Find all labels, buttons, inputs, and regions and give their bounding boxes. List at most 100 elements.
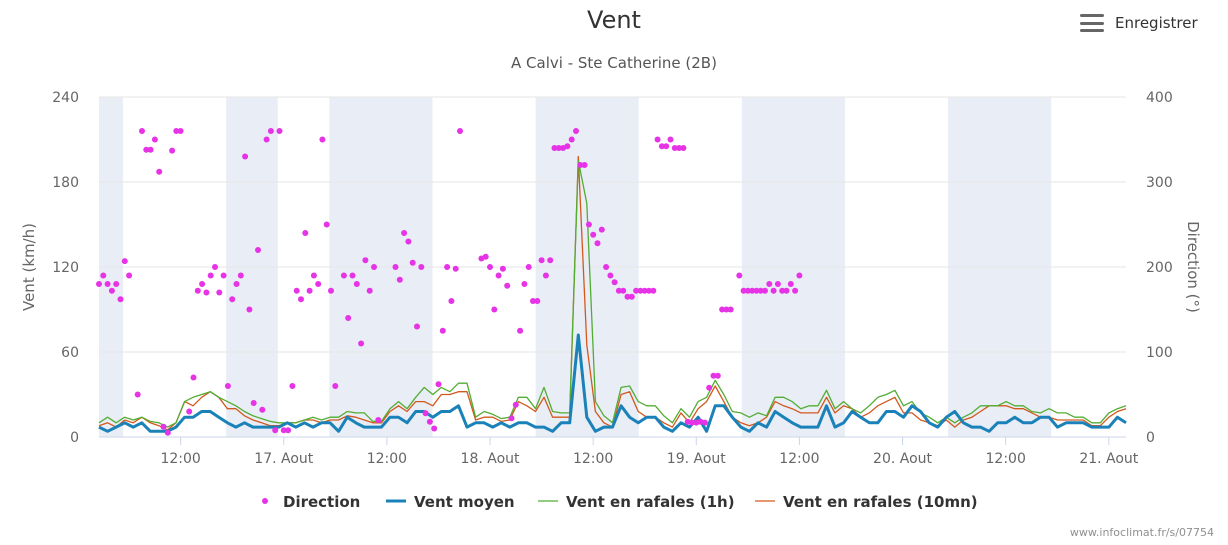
direction-point bbox=[328, 287, 334, 294]
direction-point bbox=[796, 272, 803, 279]
direction-point bbox=[525, 264, 532, 270]
direction-point bbox=[108, 287, 115, 294]
chart-title: Vent bbox=[587, 6, 641, 34]
direction-point bbox=[310, 272, 317, 279]
series-line-vent-moyen bbox=[98, 333, 1127, 433]
legend-item-direction[interactable]: Direction bbox=[262, 493, 360, 511]
direction-point bbox=[637, 287, 644, 294]
direction-point bbox=[431, 425, 438, 432]
direction-point bbox=[353, 281, 360, 287]
direction-point bbox=[568, 136, 575, 143]
direction-point bbox=[495, 272, 502, 279]
direction-point bbox=[491, 306, 498, 313]
direction-point bbox=[581, 162, 588, 168]
direction-point bbox=[117, 296, 124, 303]
direction-point bbox=[779, 287, 786, 294]
direction-point bbox=[435, 381, 442, 388]
direction-point bbox=[787, 281, 794, 287]
direction-point bbox=[212, 264, 218, 270]
direction-point bbox=[323, 221, 330, 228]
legend-item-vent-moyen[interactable]: Vent moyen bbox=[386, 493, 515, 511]
direction-point bbox=[766, 281, 773, 287]
chart-subtitle: A Calvi - Ste Catherine (2B) bbox=[511, 54, 717, 72]
direction-point bbox=[151, 136, 158, 143]
y-right-tick-label: 300 bbox=[1146, 175, 1173, 191]
direction-point bbox=[736, 272, 743, 279]
direction-point bbox=[628, 293, 635, 300]
direction-point bbox=[701, 419, 708, 426]
direction-point bbox=[366, 287, 373, 294]
direction-point bbox=[749, 287, 756, 294]
legend-label: Vent moyen bbox=[414, 493, 515, 511]
direction-point bbox=[362, 257, 369, 264]
legend-item-vent-en-rafales-10mn[interactable]: Vent en rafales (10mn) bbox=[755, 493, 978, 511]
direction-point bbox=[517, 327, 524, 334]
y-left-axis-title: Vent (km/h) bbox=[20, 223, 38, 311]
direction-point bbox=[689, 419, 695, 426]
series-lines bbox=[98, 155, 1127, 433]
direction-point bbox=[259, 406, 266, 413]
direction-point bbox=[504, 282, 511, 289]
legend-item-vent-en-rafales-1h[interactable]: Vent en rafales (1h) bbox=[538, 493, 735, 511]
direction-point bbox=[457, 128, 463, 134]
direction-point bbox=[714, 372, 721, 379]
direction-point bbox=[199, 281, 206, 287]
direction-point bbox=[499, 265, 506, 272]
credit-link[interactable]: www.infoclimat.fr/s/07754 bbox=[1069, 526, 1214, 539]
direction-point bbox=[246, 306, 253, 313]
direction-point bbox=[792, 287, 799, 294]
export-menu-button[interactable]: Enregistrer bbox=[1080, 14, 1198, 32]
direction-point bbox=[358, 340, 365, 347]
legend-label: Direction bbox=[283, 493, 360, 511]
direction-point bbox=[615, 287, 622, 294]
x-tick-label: 19. Aout bbox=[667, 451, 726, 467]
direction-point bbox=[521, 281, 528, 287]
direction-point bbox=[203, 289, 210, 296]
direction-point bbox=[624, 293, 631, 300]
direction-point bbox=[452, 265, 459, 272]
direction-point bbox=[134, 391, 141, 398]
direction-point bbox=[753, 287, 760, 294]
direction-point bbox=[405, 238, 412, 245]
y-left-tick-label: 240 bbox=[52, 90, 79, 106]
direction-point bbox=[671, 145, 678, 151]
direction-point bbox=[306, 287, 313, 294]
direction-point bbox=[534, 298, 541, 304]
direction-point bbox=[233, 281, 240, 287]
direction-point bbox=[723, 306, 730, 313]
grid-lines bbox=[99, 96, 1126, 438]
direction-point bbox=[190, 374, 197, 381]
direction-point bbox=[401, 230, 408, 236]
direction-point bbox=[663, 143, 670, 150]
direction-point bbox=[169, 147, 176, 154]
direction-point bbox=[113, 281, 120, 287]
direction-point bbox=[104, 281, 111, 287]
direction-point bbox=[706, 384, 713, 391]
y-left-tick-label: 120 bbox=[52, 260, 79, 276]
direction-point bbox=[220, 272, 227, 279]
direction-point bbox=[590, 231, 597, 238]
direction-point bbox=[272, 427, 279, 434]
direction-point bbox=[216, 289, 223, 296]
y-axis-left: 0 60 120 180 240 Vent (km/h) bbox=[20, 90, 79, 446]
direction-point bbox=[237, 272, 244, 279]
direction-point bbox=[242, 153, 249, 160]
direction-point bbox=[280, 427, 287, 434]
direction-point bbox=[285, 427, 292, 434]
direction-point bbox=[186, 408, 193, 415]
y-right-tick-label: 200 bbox=[1146, 260, 1173, 276]
direction-point bbox=[633, 287, 640, 294]
y-left-tick-label: 0 bbox=[70, 430, 79, 446]
direction-point bbox=[396, 276, 403, 283]
x-tick-label: 12:00 bbox=[367, 451, 407, 467]
direction-point bbox=[530, 298, 536, 304]
legend-label: Vent en rafales (10mn) bbox=[783, 493, 978, 511]
direction-point bbox=[160, 423, 167, 430]
x-tick-label: 21. Aout bbox=[1079, 451, 1138, 467]
x-tick-label: 17. Aout bbox=[254, 451, 313, 467]
direction-point bbox=[603, 264, 610, 270]
direction-point bbox=[121, 258, 128, 265]
direction-point bbox=[173, 128, 180, 134]
